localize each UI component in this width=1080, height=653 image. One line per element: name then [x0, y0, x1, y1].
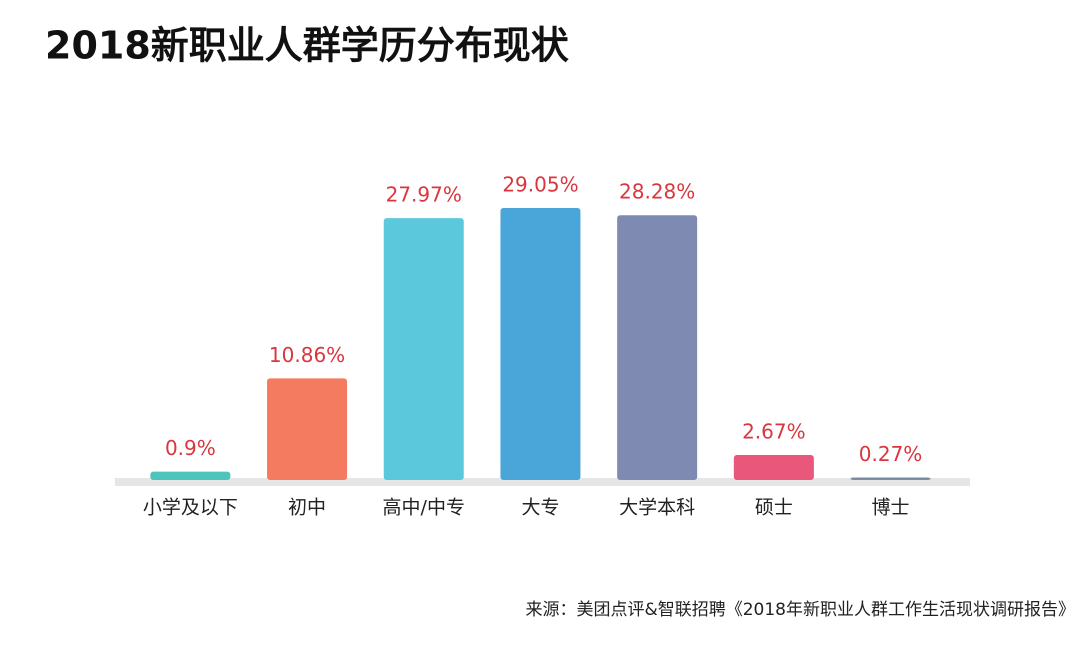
x-tick-label: 博士: [872, 497, 910, 519]
value-label: 29.05%: [502, 173, 578, 197]
chart-title: 2018新职业人群学历分布现状: [45, 24, 570, 68]
bar: [850, 477, 931, 480]
bar: [150, 471, 231, 480]
value-label: 2.67%: [742, 420, 806, 444]
baseline: [115, 478, 970, 486]
x-tick-label: 大专: [521, 497, 559, 519]
x-tick-label: 大学本科: [619, 497, 695, 519]
value-label: 0.9%: [165, 436, 216, 460]
x-tick-label: 硕士: [755, 497, 793, 519]
bar: [733, 455, 814, 480]
x-tick-label: 初中: [288, 497, 326, 519]
x-tick-label: 高中/中专: [383, 497, 465, 519]
value-label: 27.97%: [386, 183, 462, 207]
value-label: 28.28%: [619, 180, 695, 204]
bar: [500, 208, 581, 480]
bar: [617, 215, 698, 480]
value-label: 10.86%: [269, 343, 345, 367]
source: 来源：美团点评&智联招聘《2018年新职业人群工作生活现状调研报告》: [525, 600, 1075, 620]
x-tick-label: 小学及以下: [143, 497, 238, 519]
bar: [267, 378, 348, 480]
bar: [383, 218, 464, 480]
value-label: 0.27%: [859, 442, 923, 466]
